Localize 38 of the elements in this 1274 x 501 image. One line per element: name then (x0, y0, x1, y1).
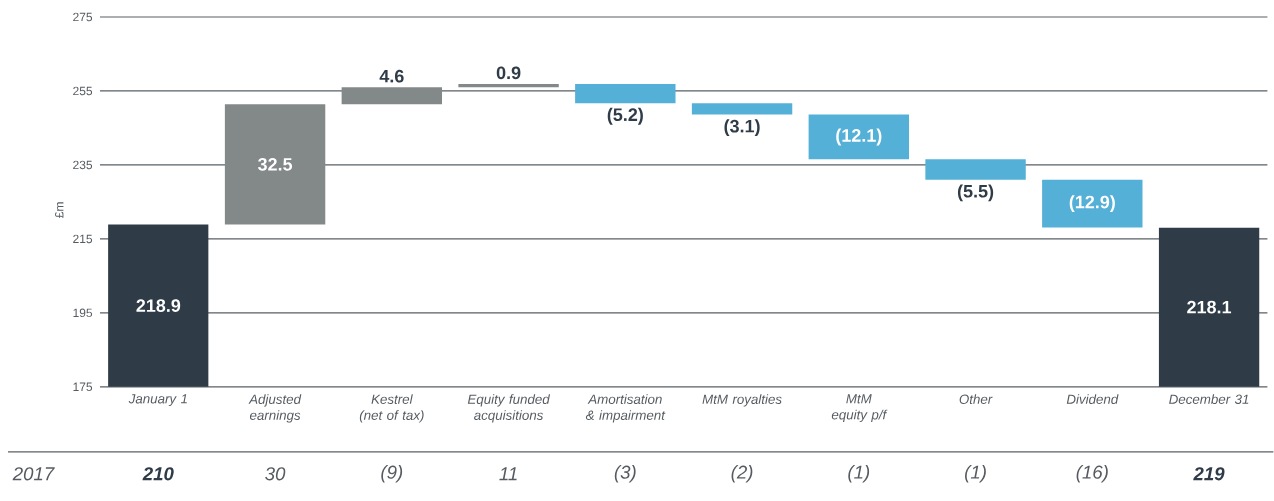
data-label: 218.9 (136, 299, 181, 313)
text: 30 (265, 467, 286, 481)
x-tick-label: Amortisation & impairment (585, 394, 666, 423)
text: (1) (965, 465, 986, 483)
text: 2017 (12, 467, 55, 481)
text: (3) (614, 465, 636, 483)
text: 11 (499, 467, 517, 481)
x-tick-label: MtM equity p/f (831, 394, 888, 423)
x-tick-label: MtM royalties (702, 394, 782, 407)
data-label: (5.5) (957, 184, 994, 202)
text: (2) (731, 465, 753, 483)
data-label: 218.1 (1187, 300, 1232, 314)
x-tick-label: Other (959, 394, 993, 405)
y-axis-title: £m (55, 202, 64, 218)
data-label: (12.9) (1069, 195, 1115, 213)
y-tick-label: 275 (73, 12, 93, 22)
x-tick-label: Equity funded acquisitions (467, 394, 551, 423)
data-label: (3.1) (724, 119, 760, 137)
text: (16) (1076, 465, 1108, 483)
text: 219 (1193, 467, 1225, 481)
text: (9) (381, 465, 403, 483)
x-tick-label: Kestrel (net of tax) (359, 394, 424, 423)
data-label: 32.5 (257, 158, 293, 171)
y-tick-label: 255 (73, 86, 93, 96)
data-label: (5.2) (607, 107, 643, 125)
y-tick-label: 235 (73, 160, 93, 170)
x-tick-label: Adjusted earnings (248, 394, 302, 423)
y-tick-label: 195 (73, 308, 93, 318)
data-label: 4.6 (379, 69, 404, 83)
text: (1) (848, 465, 870, 483)
data-label: 0.9 (496, 66, 521, 80)
x-tick-label: January 1 (128, 394, 187, 407)
x-tick-label: Dividend (1066, 394, 1119, 405)
y-tick-label: 175 (73, 382, 93, 392)
text: 210 (142, 467, 174, 481)
y-tick-label: 215 (73, 234, 93, 244)
x-tick-label: December 31 (1169, 394, 1249, 405)
data-label: (12.1) (836, 128, 882, 146)
